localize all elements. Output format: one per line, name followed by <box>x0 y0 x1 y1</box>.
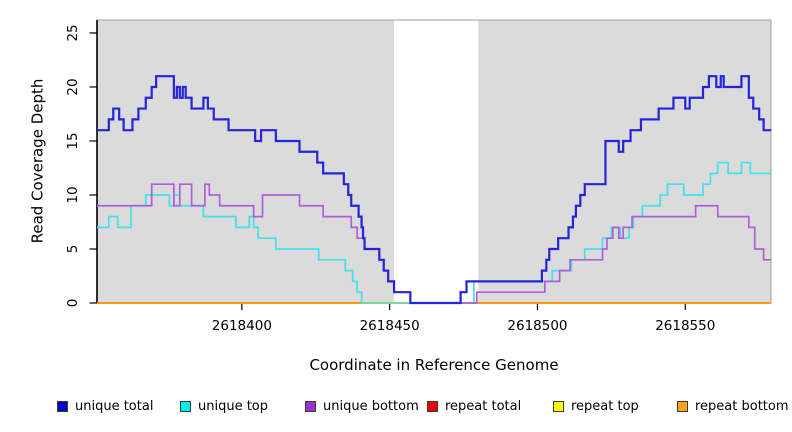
legend-item-label: unique total <box>75 398 154 414</box>
coverage-gap-band <box>394 20 479 303</box>
legend-item-label: repeat total <box>445 398 522 414</box>
legend-item: repeat bottom <box>677 398 789 414</box>
legend-item: repeat total <box>427 398 521 414</box>
y-tick-label: 0 <box>65 299 81 308</box>
legend-swatch <box>427 400 438 412</box>
legend-swatch <box>305 400 316 412</box>
legend-swatch <box>57 400 68 412</box>
x-axis-label: Coordinate in Reference Genome <box>309 356 559 374</box>
y-tick-label: 20 <box>65 78 81 95</box>
series-unique-total <box>97 75 771 305</box>
y-tick-label: 5 <box>65 245 81 254</box>
legend-swatch <box>180 400 191 412</box>
legend-swatch <box>677 400 688 412</box>
legend: unique total unique top unique bottom re… <box>0 398 792 418</box>
x-tick-label: 2618550 <box>655 318 715 334</box>
y-tick-label: 10 <box>65 186 81 203</box>
legend-item-label: repeat bottom <box>695 398 789 414</box>
legend-item: repeat top <box>553 398 639 414</box>
legend-item: unique total <box>57 398 153 414</box>
x-tick-label: 2618450 <box>360 318 420 334</box>
legend-swatch <box>553 400 564 412</box>
legend-item: unique top <box>180 398 268 414</box>
y-tick-label: 25 <box>65 24 81 41</box>
legend-item-label: unique bottom <box>323 398 419 414</box>
y-axis-label: Read Coverage Depth <box>28 78 47 244</box>
x-tick-label: 2618400 <box>212 318 272 334</box>
legend-item-label: repeat top <box>571 398 639 414</box>
x-tick-label: 2618500 <box>507 318 567 334</box>
series-unique-top <box>97 161 771 304</box>
y-tick-label: 15 <box>65 132 81 149</box>
legend-item: unique bottom <box>305 398 419 414</box>
legend-item-label: unique top <box>198 398 269 414</box>
